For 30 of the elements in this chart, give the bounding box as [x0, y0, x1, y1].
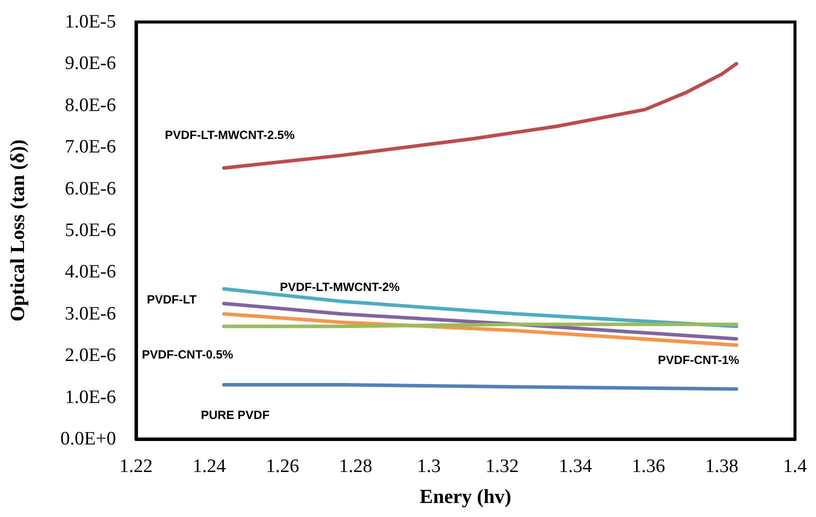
y-tick-label: 0.0E+0: [60, 428, 116, 450]
x-axis-title: Enery (hv): [420, 486, 512, 508]
y-tick-label: 6.0E-6: [64, 178, 116, 200]
y-tick-label: 2.0E-6: [64, 345, 116, 366]
y-tick-label: 5.0E-6: [64, 220, 116, 241]
series-label: PVDF-CNT-1%: [658, 352, 740, 367]
y-tick-label: 8.0E-6: [64, 94, 116, 116]
x-tick-label: 1.3: [417, 456, 441, 477]
x-tick-label: 1.24: [192, 456, 226, 477]
x-tick-label: 1.4: [783, 456, 808, 477]
y-tick-label: 3.0E-6: [64, 303, 116, 324]
y-tick-label: 4.0E-6: [64, 262, 116, 283]
x-tick-label: 1.34: [558, 456, 592, 477]
series-label: PVDF-CNT-0.5%: [142, 347, 234, 362]
series-label: PVDF-LT-MWCNT-2.5%: [164, 128, 295, 142]
x-tick-label: 1.22: [119, 456, 153, 477]
x-tick-label: 1.32: [485, 456, 519, 477]
series-label: PVDF-LT-MWCNT-2%: [280, 280, 400, 294]
series-label: PURE PVDF: [200, 408, 270, 422]
y-tick-label: 7.0E-6: [64, 136, 116, 158]
y-tick-label: 1.0E-6: [64, 386, 116, 408]
x-tick-label: 1.28: [339, 456, 372, 477]
y-tick-label: 9.0E-6: [64, 53, 116, 74]
text: PVDF-LT: [146, 292, 198, 306]
y-axis-title: Optical Loss (tan (δ)): [7, 139, 29, 322]
x-tick-label: 1.38: [705, 456, 738, 477]
x-tick-label: 1.36: [632, 456, 666, 477]
y-tick-label: 1.0E-5: [64, 12, 116, 32]
x-tick-label: 1.26: [266, 456, 300, 477]
line-series: [222, 302, 738, 341]
